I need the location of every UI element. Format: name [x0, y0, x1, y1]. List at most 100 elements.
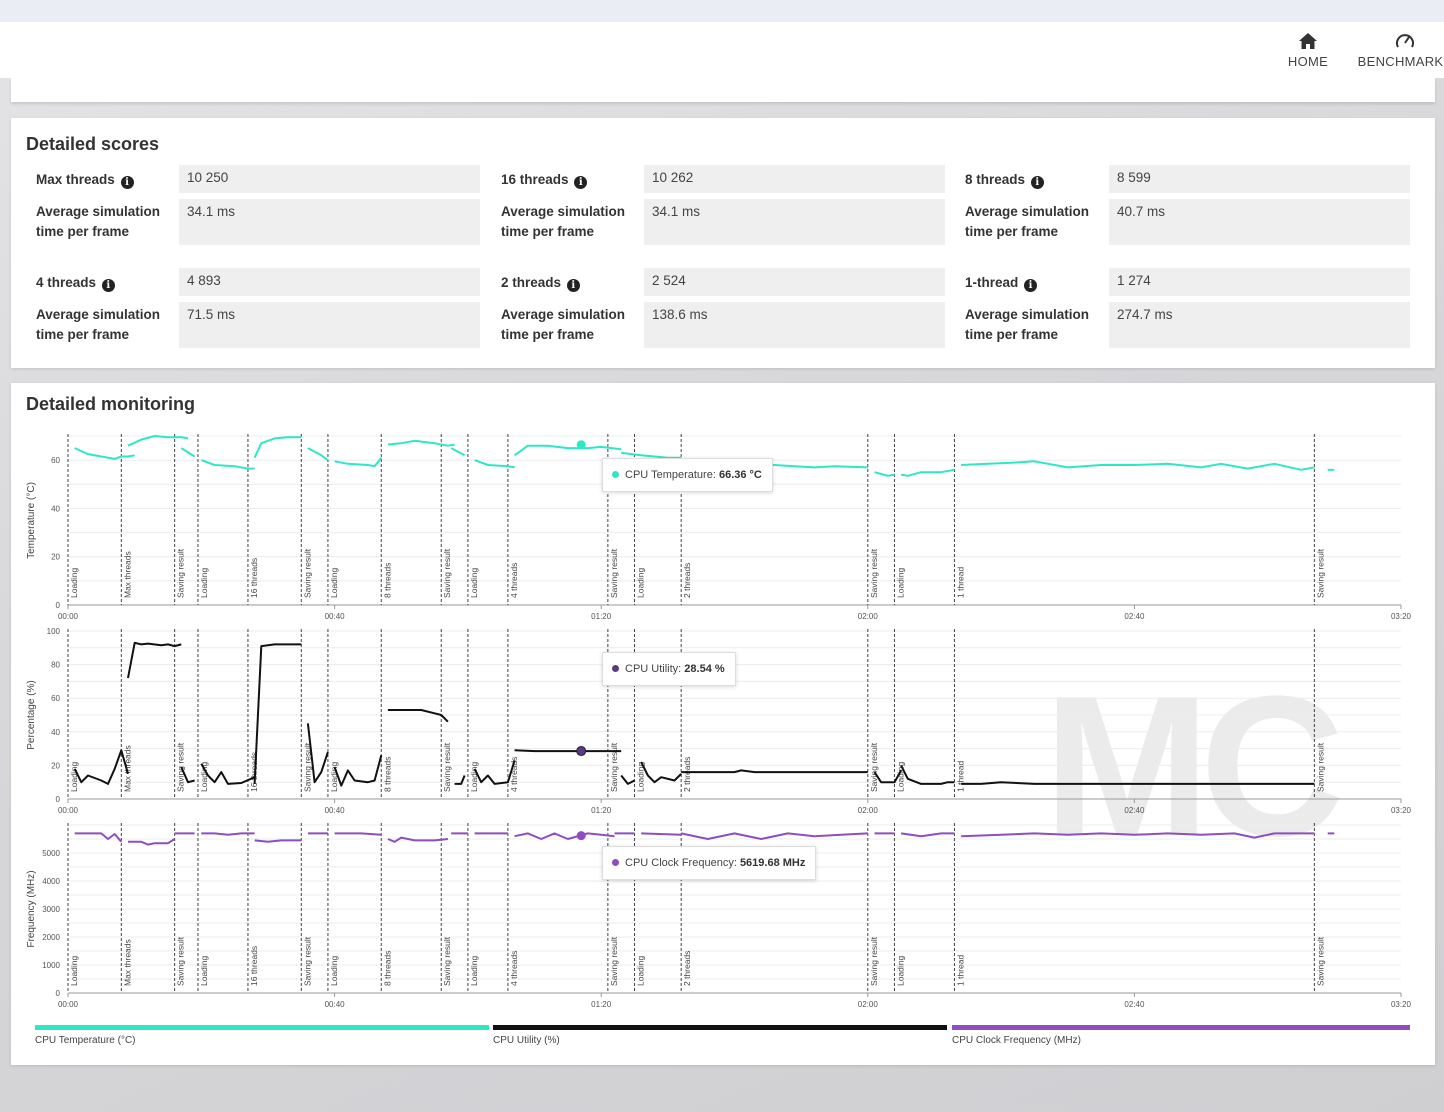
- y-tick-label: 0: [56, 601, 61, 610]
- tooltip-cpu-utility: CPU Utility: 28.54 %: [602, 652, 736, 686]
- nav-home[interactable]: HOME: [1280, 22, 1336, 78]
- x-tick-label: 03:20: [1391, 612, 1412, 621]
- legend-temperature-bar[interactable]: [35, 1025, 489, 1030]
- phase-marker-label: Loading: [895, 955, 905, 986]
- score-value: 8 599: [1109, 165, 1410, 193]
- tooltip-value: 5619.68 MHz: [739, 857, 806, 869]
- legend-temperature-label[interactable]: CPU Temperature (°C): [35, 1035, 136, 1046]
- y-tick-label: 3000: [42, 905, 60, 914]
- y-tick-label: 20: [51, 761, 60, 770]
- legend-frequency-bar[interactable]: [952, 1025, 1410, 1030]
- phase-marker-label: 16 threads: [249, 946, 259, 986]
- x-tick-label: 00:40: [325, 612, 346, 621]
- phase-marker-label: Saving result: [609, 936, 619, 986]
- watermark-text: MC: [1043, 655, 1339, 878]
- phase-marker-label: Loading: [636, 761, 646, 792]
- score-label: 4 threads i: [36, 273, 115, 293]
- phase-marker-label: Saving result: [302, 742, 312, 792]
- score-label: 1-thread i: [965, 273, 1038, 293]
- x-tick-label: 00:00: [58, 612, 79, 621]
- x-tick-label: 02:40: [1124, 612, 1145, 621]
- avg-sim-value: 138.6 ms: [644, 302, 945, 348]
- series-line: [200, 459, 255, 470]
- series-line: [201, 832, 255, 836]
- nav-benchmarks[interactable]: BENCHMARKS: [1350, 22, 1444, 78]
- avg-sim-value: 274.7 ms: [1109, 302, 1410, 348]
- y-tick-label: 5000: [42, 849, 60, 858]
- detailed-monitoring-title: Detailed monitoring: [26, 394, 196, 414]
- legend-frequency-label[interactable]: CPU Clock Frequency (MHz): [952, 1035, 1081, 1046]
- phase-marker-label: 4 threads: [509, 951, 519, 986]
- tooltip-cpu-temperature: CPU Temperature: 66.36 °C: [602, 458, 773, 492]
- phase-marker-label: Saving result: [302, 548, 312, 598]
- y-tick-label: 0: [56, 795, 61, 804]
- tooltip-dot: [612, 665, 619, 672]
- tooltip-value: 66.36 °C: [718, 469, 762, 481]
- tooltip-label: CPU Utility:: [625, 663, 682, 675]
- series-line: [681, 769, 868, 774]
- series-line: [73, 749, 129, 785]
- phase-marker-label: Saving result: [302, 936, 312, 986]
- phase-marker-label: Loading: [199, 567, 209, 598]
- x-tick-label: 00:00: [58, 1000, 79, 1009]
- series-line: [253, 436, 302, 459]
- series-line: [454, 775, 466, 785]
- y-tick-label: 60: [51, 456, 60, 465]
- tooltip-dot: [612, 859, 619, 866]
- info-icon[interactable]: i: [574, 176, 588, 189]
- phase-marker-label: 2 threads: [682, 951, 692, 986]
- phase-marker-label: 16 threads: [249, 558, 259, 598]
- series-line: [74, 832, 123, 843]
- series-line: [900, 764, 955, 785]
- phase-marker-label: Saving result: [176, 742, 186, 792]
- y-tick-label: 4000: [42, 877, 60, 886]
- phase-marker-label: Loading: [329, 955, 339, 986]
- site-header: HOME BENCHMARKS: [0, 22, 1444, 78]
- phase-marker-label: Loading: [69, 955, 79, 986]
- x-tick-label: 00:40: [325, 1000, 346, 1009]
- phase-marker-label: Loading: [469, 761, 479, 792]
- series-line: [961, 832, 1315, 839]
- phase-marker-label: 1 thread: [955, 955, 965, 986]
- legend-utility-label[interactable]: CPU Utility (%): [493, 1035, 560, 1046]
- hover-point: [576, 746, 587, 757]
- info-icon[interactable]: i: [120, 176, 134, 189]
- info-icon[interactable]: i: [566, 279, 580, 292]
- avg-sim-value: 71.5 ms: [179, 302, 480, 348]
- phase-marker-label: Saving result: [609, 742, 619, 792]
- phase-marker-label: 8 threads: [382, 951, 392, 986]
- phase-marker-label: Saving result: [1315, 742, 1325, 792]
- phase-marker-label: Loading: [895, 761, 905, 792]
- score-label: 16 threads i: [501, 170, 588, 190]
- phase-marker-label: Loading: [69, 761, 79, 792]
- avg-sim-label: Average simulation time per frame: [965, 204, 1090, 239]
- series-line: [640, 761, 682, 784]
- phase-marker-label: Saving result: [442, 936, 452, 986]
- phase-marker-label: 2 threads: [682, 563, 692, 598]
- legend-utility-bar[interactable]: [493, 1025, 947, 1030]
- y-tick-label: 0: [56, 989, 61, 998]
- info-icon[interactable]: i: [1030, 176, 1044, 189]
- phase-marker-label: Saving result: [869, 742, 879, 792]
- y-tick-label: 100: [47, 627, 61, 636]
- x-tick-label: 03:20: [1391, 1000, 1412, 1009]
- phase-marker-label: Loading: [329, 567, 339, 598]
- series-line: [514, 749, 622, 753]
- phase-marker-label: 8 threads: [382, 563, 392, 598]
- series-line: [961, 781, 1315, 785]
- series-line: [900, 832, 955, 838]
- phase-marker-label: Saving result: [442, 742, 452, 792]
- score-value: 1 274: [1109, 268, 1410, 296]
- series-line: [874, 471, 895, 477]
- y-tick-label: 60: [51, 694, 60, 703]
- info-icon[interactable]: i: [101, 279, 115, 292]
- phase-marker-label: Saving result: [176, 548, 186, 598]
- phase-marker-label: Loading: [636, 955, 646, 986]
- avg-sim-label: Average simulation time per frame: [36, 307, 161, 342]
- avg-sim-value: 40.7 ms: [1109, 199, 1410, 245]
- score-label-text: 16 threads: [501, 172, 573, 187]
- x-tick-label: 01:20: [591, 1000, 612, 1009]
- series-line: [74, 447, 135, 460]
- y-tick-label: 80: [51, 661, 60, 670]
- info-icon[interactable]: i: [1024, 279, 1038, 292]
